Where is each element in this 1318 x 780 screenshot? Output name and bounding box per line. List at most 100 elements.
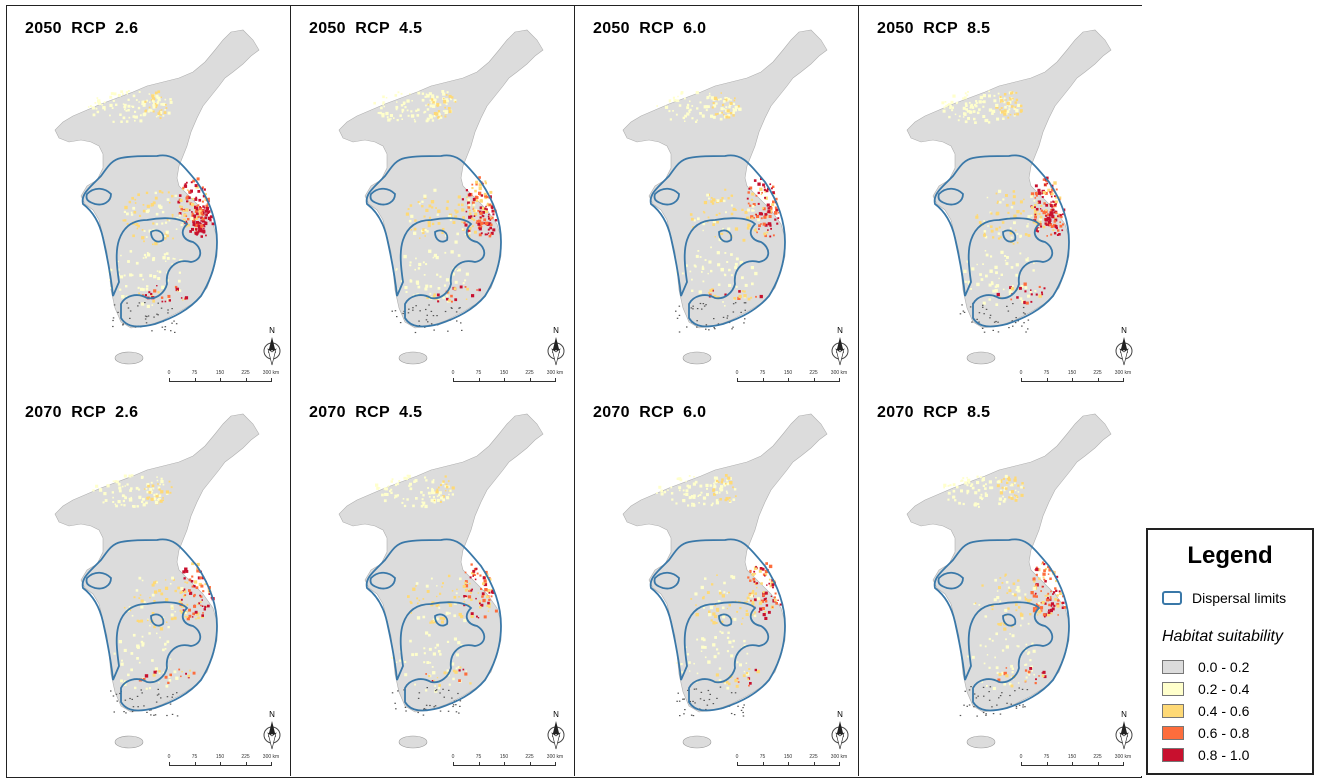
suitability-cell bbox=[484, 209, 488, 214]
suitability-cell bbox=[730, 654, 734, 658]
suitability-cell bbox=[981, 681, 983, 683]
suitability-cell bbox=[422, 598, 425, 600]
suitability-cell bbox=[996, 211, 1000, 215]
scale-label: 150 bbox=[1067, 754, 1077, 760]
island-speck bbox=[981, 327, 984, 329]
suitability-cell bbox=[411, 100, 413, 102]
suitability-cell bbox=[164, 675, 168, 679]
suitability-cell bbox=[380, 106, 383, 110]
suitability-cell bbox=[122, 499, 125, 503]
suitability-cell bbox=[1015, 98, 1019, 102]
suitability-cell bbox=[400, 104, 404, 107]
suitability-cell bbox=[200, 220, 202, 222]
suitability-cell bbox=[417, 91, 421, 95]
suitability-cell bbox=[205, 234, 207, 237]
suitability-cell bbox=[379, 111, 382, 115]
korea-peninsula-map bbox=[622, 413, 828, 749]
suitability-cell bbox=[121, 494, 125, 498]
suitability-cell bbox=[180, 587, 184, 591]
suitability-cell bbox=[409, 639, 412, 643]
island-speck bbox=[425, 319, 428, 321]
suitability-cell bbox=[715, 213, 718, 216]
suitability-cell bbox=[692, 504, 696, 507]
suitability-cell bbox=[202, 217, 205, 219]
suitability-cell bbox=[407, 474, 411, 479]
suitability-cell bbox=[464, 589, 468, 592]
island-speck bbox=[112, 319, 114, 322]
suitability-cell bbox=[996, 117, 1000, 121]
island-speck bbox=[959, 714, 962, 717]
suitability-cell bbox=[1043, 563, 1046, 566]
suitability-cell bbox=[990, 225, 993, 228]
suitability-cell bbox=[145, 687, 148, 690]
suitability-cell bbox=[439, 592, 442, 595]
panel-title: 2050 RCP 8.5 bbox=[877, 20, 991, 37]
suitability-cell bbox=[145, 288, 149, 291]
suitability-cell bbox=[473, 215, 476, 217]
suitability-cell bbox=[1038, 285, 1041, 288]
suitability-cell bbox=[663, 490, 667, 494]
suitability-cell bbox=[727, 197, 730, 200]
suitability-cell bbox=[472, 571, 475, 575]
island-speck bbox=[985, 713, 987, 715]
suitability-cell bbox=[702, 222, 706, 226]
suitability-cell bbox=[422, 501, 426, 505]
suitability-cell bbox=[408, 484, 411, 487]
suitability-cell bbox=[377, 112, 380, 114]
island-speck bbox=[696, 308, 699, 310]
panel-title: 2070 RCP 8.5 bbox=[877, 404, 991, 421]
suitability-cell bbox=[413, 227, 417, 231]
suitability-cell bbox=[991, 639, 994, 642]
suitability-cell bbox=[1031, 206, 1034, 209]
suitability-cell bbox=[963, 112, 967, 116]
island-speck bbox=[696, 320, 698, 322]
suitability-cell bbox=[991, 608, 994, 611]
suitability-cell bbox=[152, 105, 156, 109]
suitability-cell bbox=[992, 236, 995, 239]
island-speck bbox=[144, 318, 147, 320]
suitability-cell bbox=[962, 116, 965, 118]
suitability-cell bbox=[471, 225, 474, 228]
island-speck bbox=[414, 331, 417, 334]
suitability-cell bbox=[721, 103, 725, 107]
suitability-cell bbox=[192, 179, 195, 183]
suitability-cell bbox=[943, 106, 946, 109]
suitability-cell bbox=[195, 612, 199, 616]
suitability-cell bbox=[198, 229, 202, 233]
suitability-cell bbox=[732, 111, 735, 114]
suitability-cell bbox=[980, 278, 984, 281]
suitability-cell bbox=[184, 567, 188, 571]
suitability-cell bbox=[1042, 225, 1046, 229]
suitability-cell bbox=[396, 494, 399, 497]
suitability-cell bbox=[1010, 490, 1014, 494]
suitability-cell bbox=[136, 227, 139, 230]
suitability-cell bbox=[1002, 477, 1005, 480]
suitability-cell bbox=[175, 228, 178, 230]
suitability-cell bbox=[185, 215, 188, 217]
suitability-cell bbox=[134, 115, 138, 119]
island-speck bbox=[734, 302, 737, 304]
island-speck bbox=[692, 700, 694, 702]
suitability-cell bbox=[425, 208, 429, 212]
suitability-cell bbox=[183, 577, 186, 580]
suitability-cell bbox=[746, 596, 750, 600]
island-speck bbox=[708, 698, 711, 701]
suitability-cell bbox=[996, 596, 1000, 600]
suitability-cell bbox=[668, 110, 671, 113]
island-speck bbox=[136, 695, 139, 697]
island-speck bbox=[993, 321, 996, 323]
suitability-cell bbox=[194, 197, 198, 201]
suitability-cell bbox=[1035, 207, 1039, 211]
suitability-cell bbox=[475, 199, 479, 202]
suitability-cell bbox=[401, 108, 405, 112]
suitability-cell bbox=[428, 495, 431, 498]
suitability-cell bbox=[453, 287, 457, 291]
suitability-cell bbox=[1011, 671, 1014, 674]
suitability-cell bbox=[1032, 607, 1036, 610]
jeju-island bbox=[114, 351, 144, 365]
suitability-cell bbox=[463, 221, 466, 224]
suitability-cell bbox=[1036, 220, 1039, 223]
suitability-cell bbox=[490, 223, 493, 227]
suitability-cell bbox=[699, 484, 703, 488]
suitability-cell bbox=[999, 577, 1002, 579]
